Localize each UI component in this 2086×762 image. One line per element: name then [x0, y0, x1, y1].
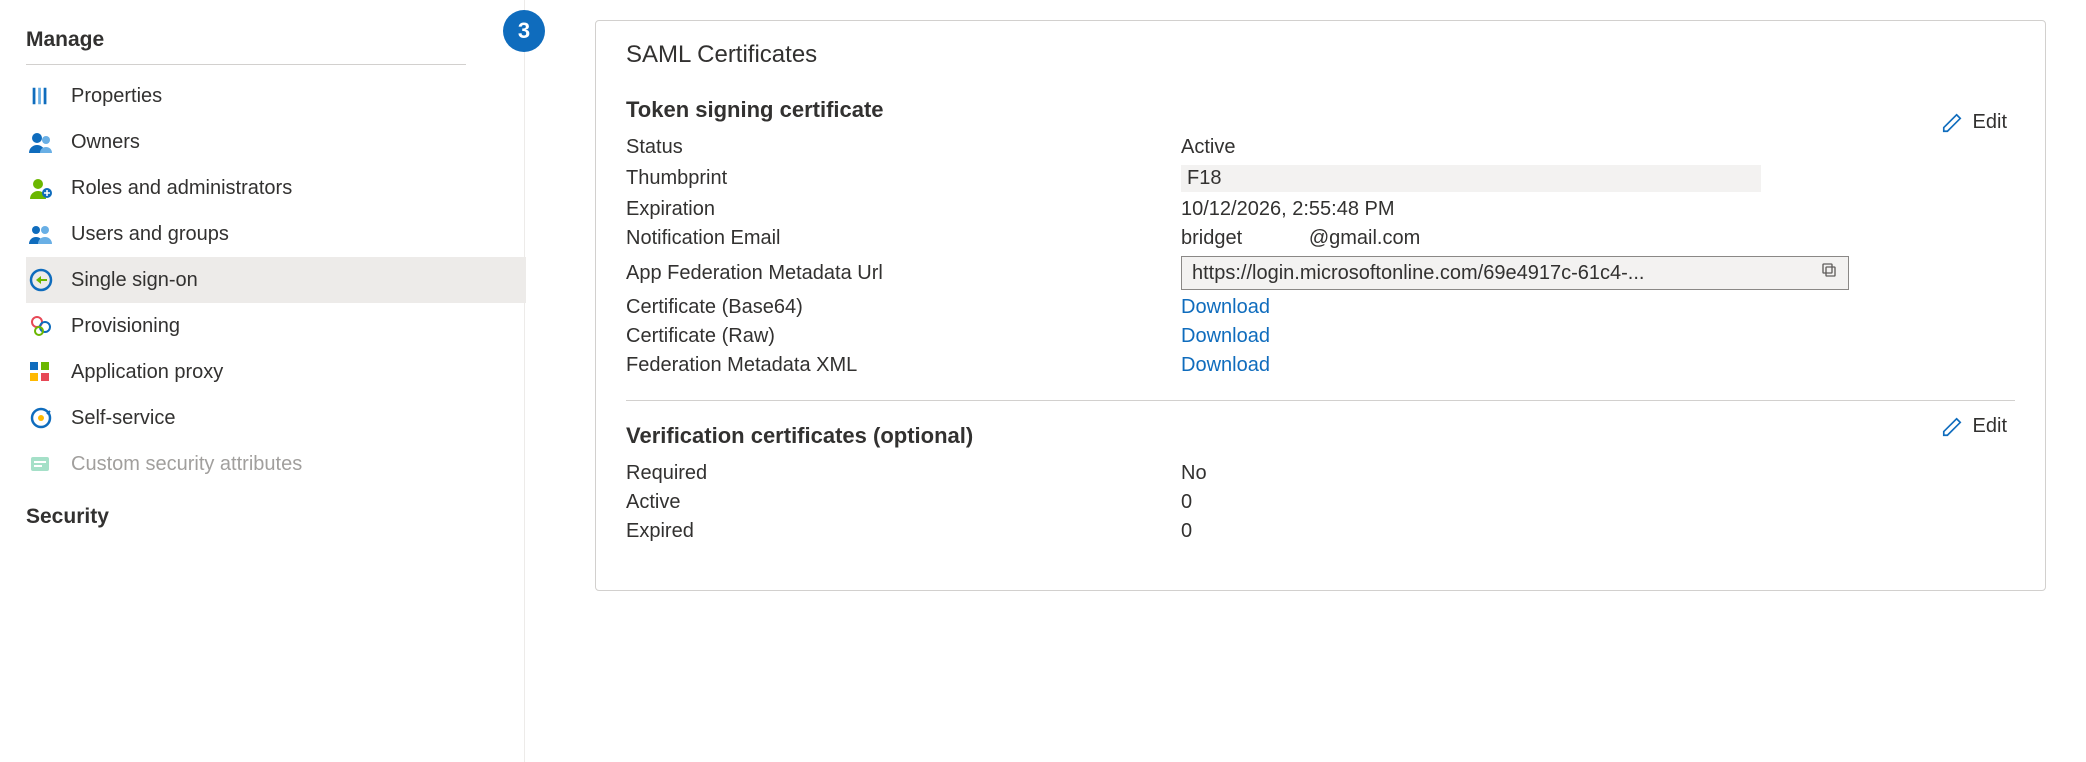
- verification-section: Edit Verification certificates (optional…: [626, 400, 2015, 566]
- sidebar-item-properties[interactable]: Properties: [26, 73, 526, 119]
- row-thumbprint: Thumbprint F18: [626, 162, 2015, 195]
- sidebar-item-label: Application proxy: [71, 361, 223, 384]
- row-metadata-url: App Federation Metadata Url https://logi…: [626, 253, 2015, 293]
- expired-value: 0: [1181, 520, 2015, 543]
- expiration-value: 10/12/2026, 2:55:48 PM: [1181, 198, 2015, 221]
- row-notification-email: Notification Email bridget @gmail.com: [626, 224, 2015, 253]
- row-expired: Expired 0: [626, 517, 2015, 546]
- sso-icon: [29, 268, 61, 292]
- notification-label: Notification Email: [626, 227, 1181, 250]
- sidebar-item-label: Properties: [71, 85, 162, 108]
- metadata-url-box[interactable]: https://login.microsoftonline.com/69e491…: [1181, 256, 1849, 290]
- app-proxy-icon: [29, 360, 61, 384]
- sidebar-item-owners[interactable]: Owners: [26, 119, 526, 165]
- expiration-label: Expiration: [626, 198, 1181, 221]
- row-expiration: Expiration 10/12/2026, 2:55:48 PM: [626, 195, 2015, 224]
- token-signing-section: Edit Token signing certificate Status Ac…: [626, 97, 2015, 400]
- notification-value: bridget @gmail.com: [1181, 227, 2015, 250]
- card-title: SAML Certificates: [626, 41, 2015, 69]
- sidebar-item-users-groups[interactable]: Users and groups: [26, 211, 526, 257]
- sidebar-item-app-proxy[interactable]: Application proxy: [26, 349, 526, 395]
- sidebar-item-label: Provisioning: [71, 315, 180, 338]
- section-header-security: Security: [26, 487, 466, 541]
- sidebar-item-label: Single sign-on: [71, 269, 198, 292]
- edit-verification-button[interactable]: Edit: [1933, 411, 2015, 442]
- sidebar-item-custom-security: Custom security attributes: [26, 441, 526, 487]
- row-status: Status Active: [626, 133, 2015, 162]
- sidebar-item-provisioning[interactable]: Provisioning: [26, 303, 526, 349]
- thumbprint-label: Thumbprint: [626, 167, 1181, 190]
- expired-label: Expired: [626, 520, 1181, 543]
- section-header-manage: Manage: [26, 10, 466, 65]
- sidebar-item-label: Self-service: [71, 407, 175, 430]
- active-value: 0: [1181, 491, 2015, 514]
- cert-base64-label: Certificate (Base64): [626, 296, 1181, 319]
- sidebar: Manage Properties Owners Roles and admin…: [0, 0, 525, 762]
- metadata-url-label: App Federation Metadata Url: [626, 262, 1181, 285]
- pencil-icon: [1941, 416, 1963, 438]
- cert-raw-label: Certificate (Raw): [626, 325, 1181, 348]
- self-service-icon: [29, 406, 61, 430]
- step-badge: 3: [503, 10, 545, 52]
- sidebar-item-label: Users and groups: [71, 223, 229, 246]
- users-groups-icon: [29, 222, 61, 246]
- provisioning-icon: [29, 314, 61, 338]
- download-fedxml-link[interactable]: Download: [1181, 354, 1270, 376]
- sidebar-item-label: Owners: [71, 131, 140, 154]
- row-cert-base64: Certificate (Base64) Download: [626, 293, 2015, 322]
- copy-icon[interactable]: [1820, 261, 1838, 285]
- row-required: Required No: [626, 459, 2015, 488]
- row-fed-xml: Federation Metadata XML Download: [626, 351, 2015, 380]
- edit-token-signing-button[interactable]: Edit: [1933, 107, 2015, 138]
- custom-security-icon: [29, 452, 61, 476]
- edit-label: Edit: [1973, 111, 2007, 134]
- sidebar-item-self-service[interactable]: Self-service: [26, 395, 526, 441]
- pencil-icon: [1941, 112, 1963, 134]
- required-value: No: [1181, 462, 2015, 485]
- verification-title: Verification certificates (optional): [626, 423, 2015, 449]
- sidebar-item-sso[interactable]: Single sign-on: [26, 257, 526, 303]
- active-label: Active: [626, 491, 1181, 514]
- main-panel: 3 SAML Certificates Edit Token signing c…: [525, 0, 2086, 762]
- download-raw-link[interactable]: Download: [1181, 325, 1270, 347]
- row-cert-raw: Certificate (Raw) Download: [626, 322, 2015, 351]
- thumbprint-value: F18: [1181, 165, 2015, 192]
- roles-icon: [29, 176, 61, 200]
- metadata-url-value: https://login.microsoftonline.com/69e491…: [1192, 262, 1644, 285]
- saml-certificates-card: SAML Certificates Edit Token signing cer…: [595, 20, 2046, 591]
- required-label: Required: [626, 462, 1181, 485]
- status-value: Active: [1181, 136, 2015, 159]
- edit-label: Edit: [1973, 415, 2007, 438]
- fed-xml-label: Federation Metadata XML: [626, 354, 1181, 377]
- row-active: Active 0: [626, 488, 2015, 517]
- download-base64-link[interactable]: Download: [1181, 296, 1270, 318]
- owners-icon: [29, 130, 61, 154]
- sidebar-item-roles[interactable]: Roles and administrators: [26, 165, 526, 211]
- token-signing-title: Token signing certificate: [626, 97, 2015, 123]
- sidebar-item-label: Custom security attributes: [71, 453, 302, 476]
- status-label: Status: [626, 136, 1181, 159]
- properties-icon: [29, 84, 61, 108]
- sidebar-item-label: Roles and administrators: [71, 177, 292, 200]
